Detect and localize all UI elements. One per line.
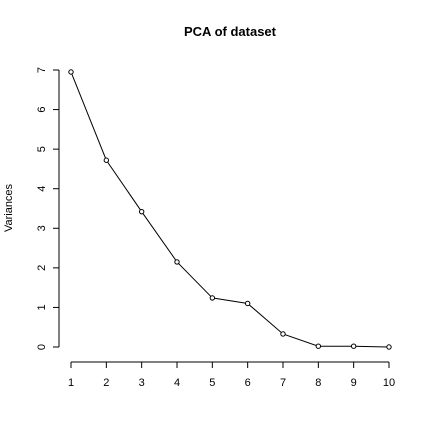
data-point xyxy=(350,343,357,349)
data-point xyxy=(138,208,145,215)
data-point xyxy=(315,343,322,349)
x-ticks: 1 2 3 4 5 6 7 8 9 10 xyxy=(68,362,395,389)
y-tick-label: 5 xyxy=(36,146,48,152)
x-tick-label: 1 xyxy=(68,377,74,389)
series-variances xyxy=(68,69,392,350)
y-tick-label: 4 xyxy=(36,186,48,192)
x-tick-label: 6 xyxy=(245,377,251,389)
y-tick-label: 7 xyxy=(36,67,48,73)
x-tick-label: 7 xyxy=(280,377,286,389)
data-point xyxy=(209,295,216,301)
x-tick-label: 9 xyxy=(351,377,357,389)
chart-title: PCA of dataset xyxy=(184,24,277,39)
data-point xyxy=(68,69,74,75)
x-tick-label: 4 xyxy=(174,377,180,389)
data-point xyxy=(244,300,251,307)
y-tick-label: 3 xyxy=(36,225,48,231)
y-ticks: 0 1 2 3 4 5 6 7 xyxy=(36,67,59,350)
y-tick-label: 0 xyxy=(36,344,48,350)
data-point xyxy=(174,259,180,265)
y-tick-label: 6 xyxy=(36,107,48,113)
data-point xyxy=(103,157,110,163)
x-tick-label: 10 xyxy=(383,377,395,389)
x-tick-label: 3 xyxy=(139,377,145,389)
x-tick-label: 8 xyxy=(315,377,321,389)
series-line xyxy=(70,71,390,348)
x-tick-label: 5 xyxy=(209,377,215,389)
y-axis-label: Variances xyxy=(3,183,15,232)
y-tick-label: 2 xyxy=(36,265,48,271)
data-point xyxy=(386,344,392,350)
x-tick-label: 2 xyxy=(103,377,109,389)
y-tick-label: 1 xyxy=(36,304,48,310)
data-point xyxy=(280,331,286,337)
